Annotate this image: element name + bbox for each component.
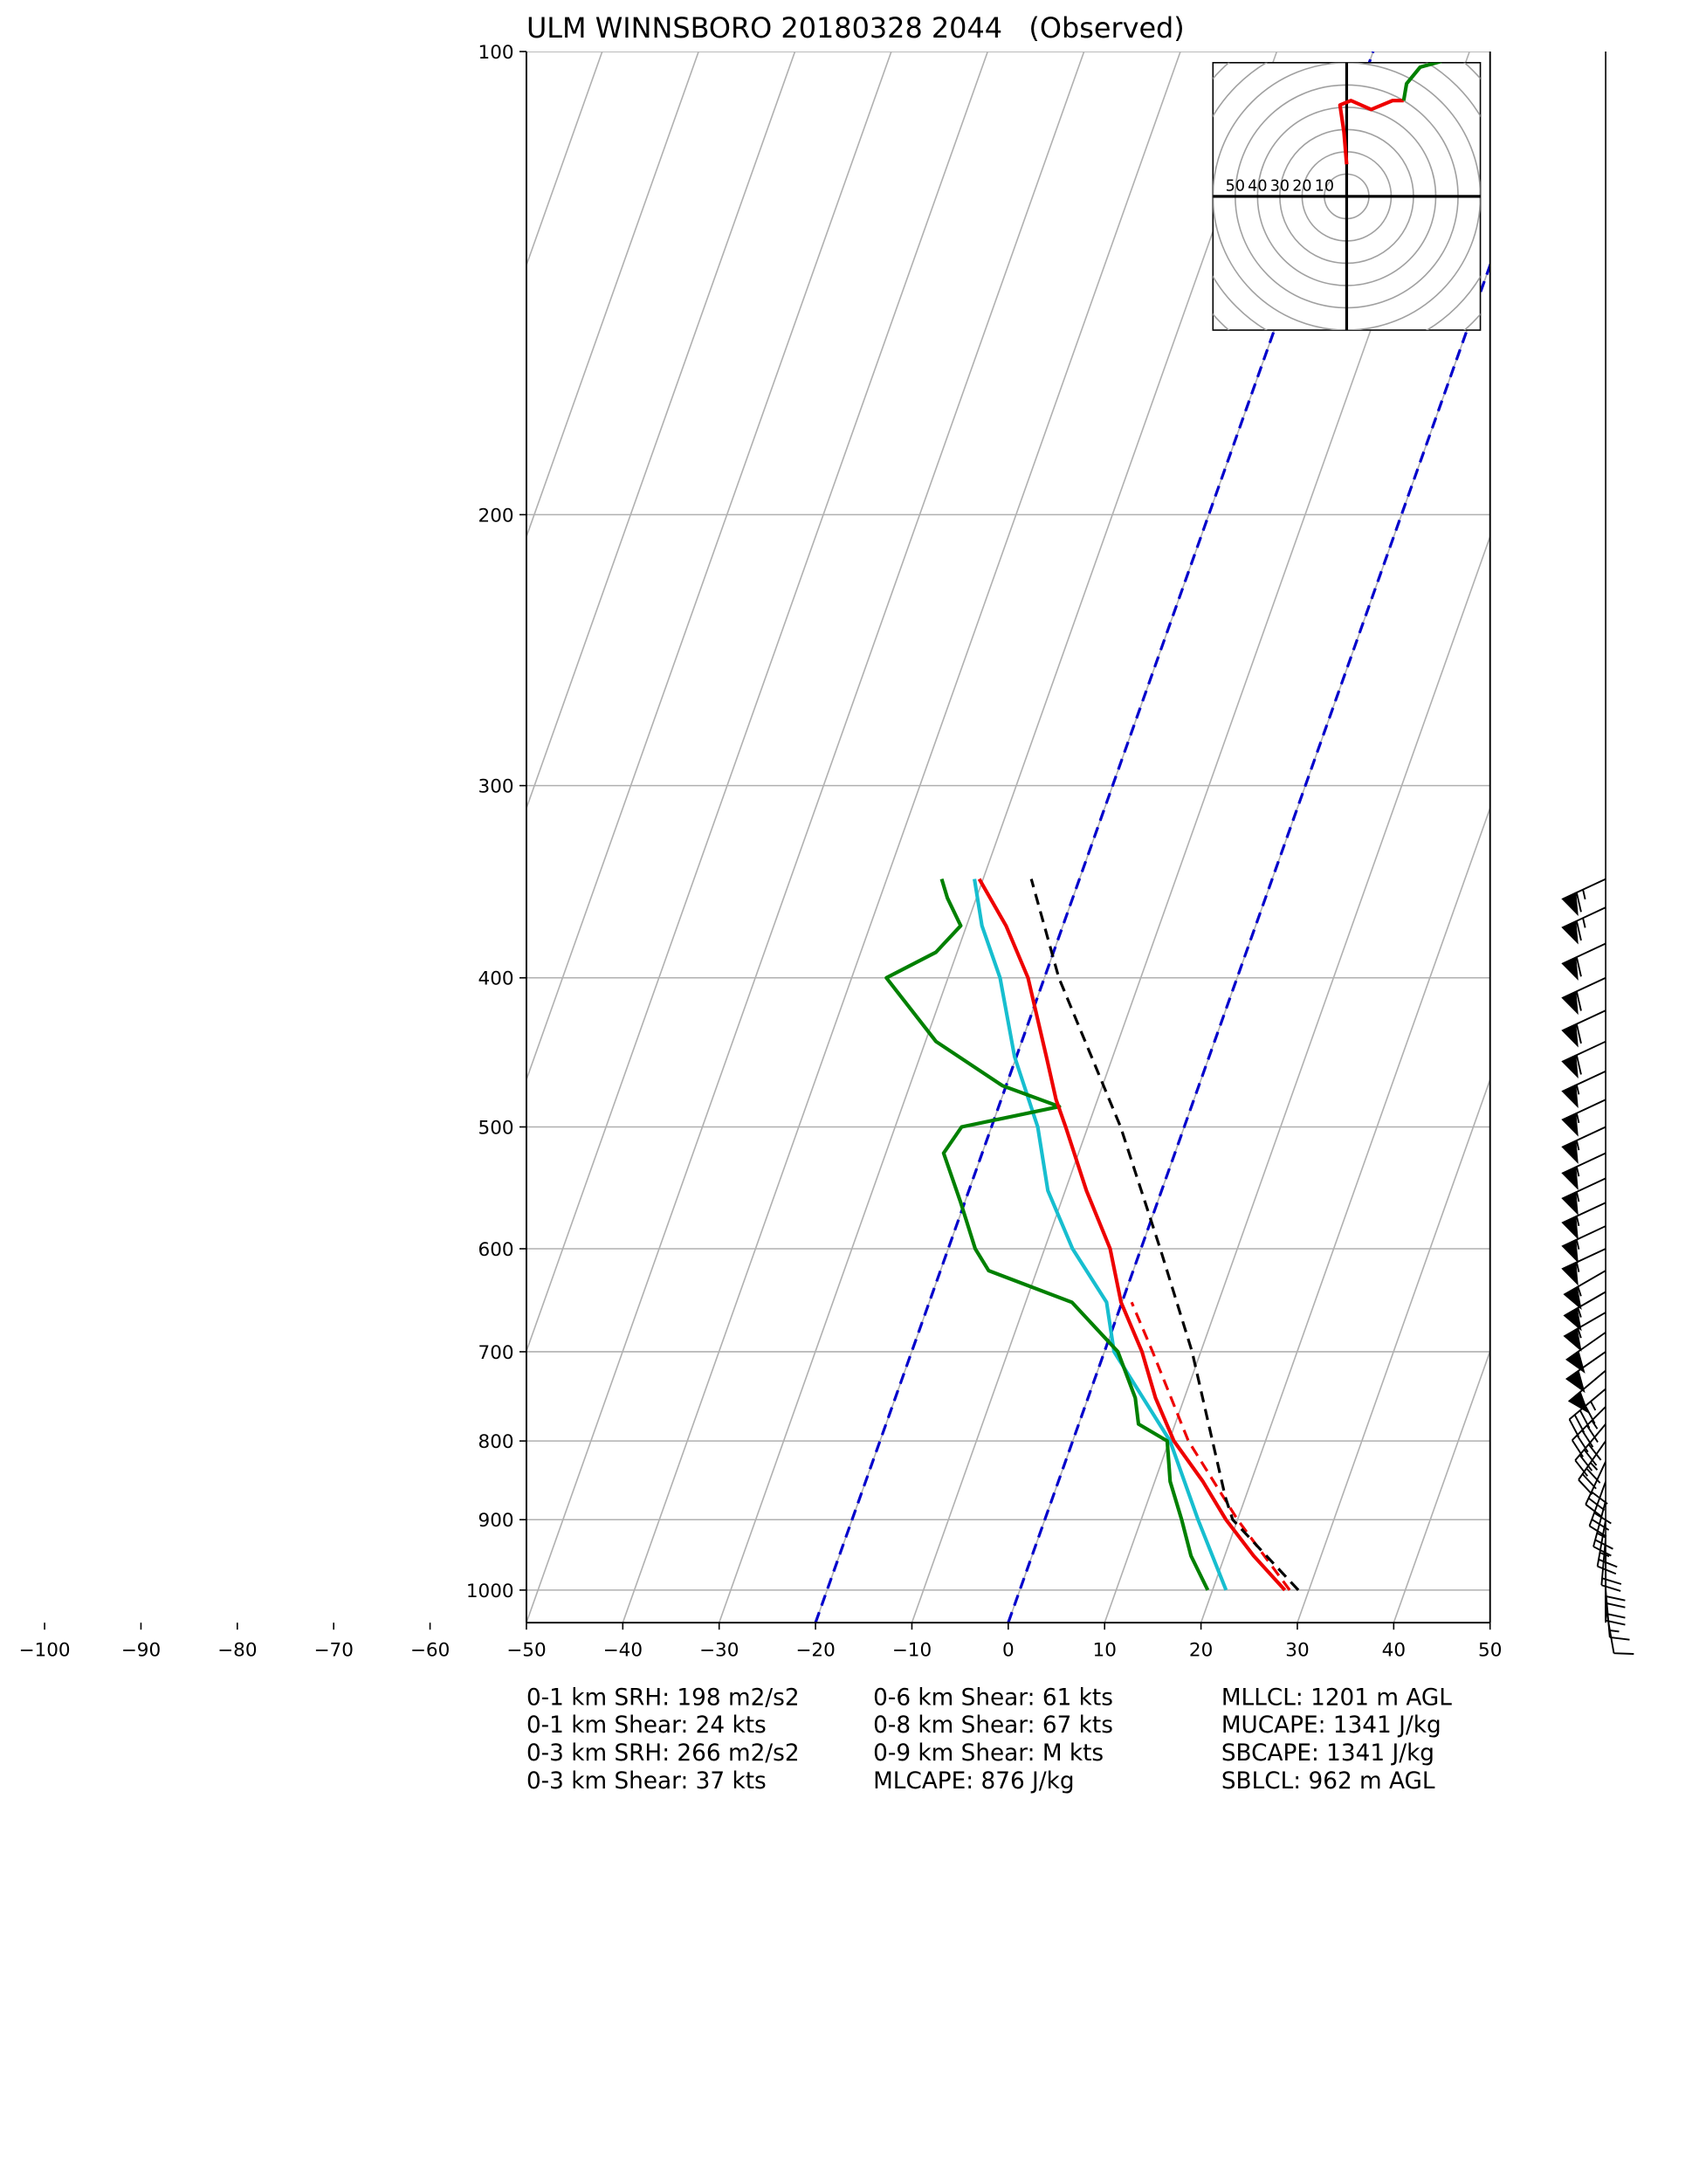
y-tick-label: 800 <box>478 1431 514 1453</box>
stat-text: SBLCL: 962 m AGL <box>1221 1768 1435 1795</box>
hodograph-ring-label: 50 <box>1226 178 1245 196</box>
skew-grid-line <box>718 52 1278 1623</box>
stat-text: 0-9 km Shear: M kts <box>873 1740 1104 1767</box>
stats: 0-1 km SRH: 198 m2/s20-1 km Shear: 24 kt… <box>526 1685 1452 1795</box>
chart-title: ULM WINNSBORO 20180328 2044 (Observed) <box>526 11 1185 45</box>
stat-text: 0-8 km Shear: 67 kts <box>873 1712 1113 1739</box>
y-tick-label: 200 <box>478 505 514 527</box>
y-tick-label: 300 <box>478 776 514 798</box>
wind-barb <box>1563 1312 1606 1352</box>
hodograph-ring-label: 40 <box>1248 178 1267 196</box>
y-tick-label: 500 <box>478 1117 514 1139</box>
wind-barb <box>1561 1009 1606 1048</box>
skew-grid-line <box>526 52 796 810</box>
wind-barbs <box>1561 878 1634 1655</box>
x-tick-label: −70 <box>313 1639 353 1661</box>
wind-barb <box>1568 1388 1606 1437</box>
wind-barb <box>1561 976 1606 1016</box>
wind-barb <box>1565 1331 1606 1374</box>
wind-barb <box>1561 1177 1606 1216</box>
wind-barb <box>1592 1500 1613 1557</box>
x-tick-label: −90 <box>121 1639 161 1661</box>
x-tick-label: −20 <box>795 1639 835 1661</box>
x-tick-label: −40 <box>603 1639 643 1661</box>
wind-barb <box>1561 1225 1606 1264</box>
wind-barb <box>1574 1423 1606 1477</box>
skew-grid-line <box>526 52 989 1354</box>
x-tick-label: 20 <box>1189 1639 1213 1661</box>
stat-text: 0-3 km SRH: 266 m2/s2 <box>526 1740 800 1767</box>
wind-barb <box>1561 1070 1606 1109</box>
skew-grid-line <box>1297 1077 1490 1623</box>
y-tick-label: 400 <box>478 968 514 990</box>
wind-barb <box>1596 1519 1618 1575</box>
skew-grid-line <box>526 52 892 1082</box>
wind-barb <box>1585 1461 1608 1518</box>
x-tick-label: 40 <box>1382 1639 1406 1661</box>
wind-barb <box>1561 1099 1606 1137</box>
y-tick-label: 1000 <box>466 1581 514 1602</box>
stat-text: MUCAPE: 1341 J/kg <box>1221 1712 1441 1739</box>
x-tick-label: −30 <box>699 1639 739 1661</box>
stat-text: MLLCL: 1201 m AGL <box>1221 1685 1452 1711</box>
wind-barb <box>1561 1152 1606 1190</box>
x-tick-label: 50 <box>1478 1639 1502 1661</box>
hodograph-ring-label: 20 <box>1292 178 1311 196</box>
stat-text: MLCAPE: 876 J/kg <box>873 1768 1074 1795</box>
y-tick-label: 900 <box>478 1510 514 1532</box>
wind-barb <box>1571 1406 1606 1457</box>
plot-area <box>526 52 1490 1623</box>
wind-barb <box>1561 1202 1606 1240</box>
profile-line <box>884 878 1210 1591</box>
x-tick-label: −50 <box>506 1639 546 1661</box>
skew-grid-line <box>526 52 1085 1623</box>
x-tick-label: 10 <box>1093 1639 1117 1661</box>
wind-barb <box>1563 1291 1606 1332</box>
wind-barb <box>1565 1351 1606 1394</box>
stat-text: SBCAPE: 1341 J/kg <box>1221 1740 1434 1767</box>
x-tick-label: 0 <box>1002 1639 1015 1661</box>
hodograph-ring-label: 10 <box>1315 178 1334 196</box>
x-tick-label: −80 <box>217 1639 257 1661</box>
isotherm <box>1007 260 1490 1623</box>
skew-grid-line <box>622 52 1181 1623</box>
wind-barb <box>1561 1248 1606 1286</box>
wind-barb <box>1578 1440 1606 1495</box>
wind-barb <box>1561 878 1606 916</box>
x-tick-label: −10 <box>892 1639 932 1661</box>
wind-barb <box>1561 906 1606 945</box>
x-tick-label: 30 <box>1285 1639 1309 1661</box>
skew-grid-line <box>1104 534 1490 1623</box>
wind-barb <box>1567 1369 1606 1414</box>
wind-barb <box>1605 1606 1634 1655</box>
wind-barb <box>1561 1126 1606 1164</box>
x-tick-label: −100 <box>19 1639 71 1661</box>
hodograph-ring-label: 30 <box>1270 178 1290 196</box>
stat-text: 0-6 km Shear: 61 kts <box>873 1685 1113 1711</box>
skew-grid-line <box>1393 1348 1490 1623</box>
stat-text: 0-1 km SRH: 198 m2/s2 <box>526 1685 800 1711</box>
x-tick-label: −60 <box>410 1639 450 1661</box>
y-tick-label: 100 <box>478 42 514 64</box>
wind-barb <box>1561 942 1606 981</box>
profile-line <box>977 878 1287 1592</box>
wind-barb <box>1563 1270 1606 1311</box>
stat-text: 0-3 km Shear: 37 kts <box>526 1768 767 1795</box>
y-tick-label: 700 <box>478 1342 514 1364</box>
profile-line <box>973 878 1228 1591</box>
isotherm <box>814 52 1375 1623</box>
wind-barb <box>1561 1040 1606 1079</box>
hodograph-line <box>1338 99 1404 165</box>
hodograph-line <box>1401 62 1442 101</box>
stat-text: 0-1 km Shear: 24 kts <box>526 1712 767 1739</box>
skew-grid-line <box>1200 806 1490 1623</box>
y-tick-label: 600 <box>478 1239 514 1261</box>
skew-grid-line <box>526 52 699 539</box>
